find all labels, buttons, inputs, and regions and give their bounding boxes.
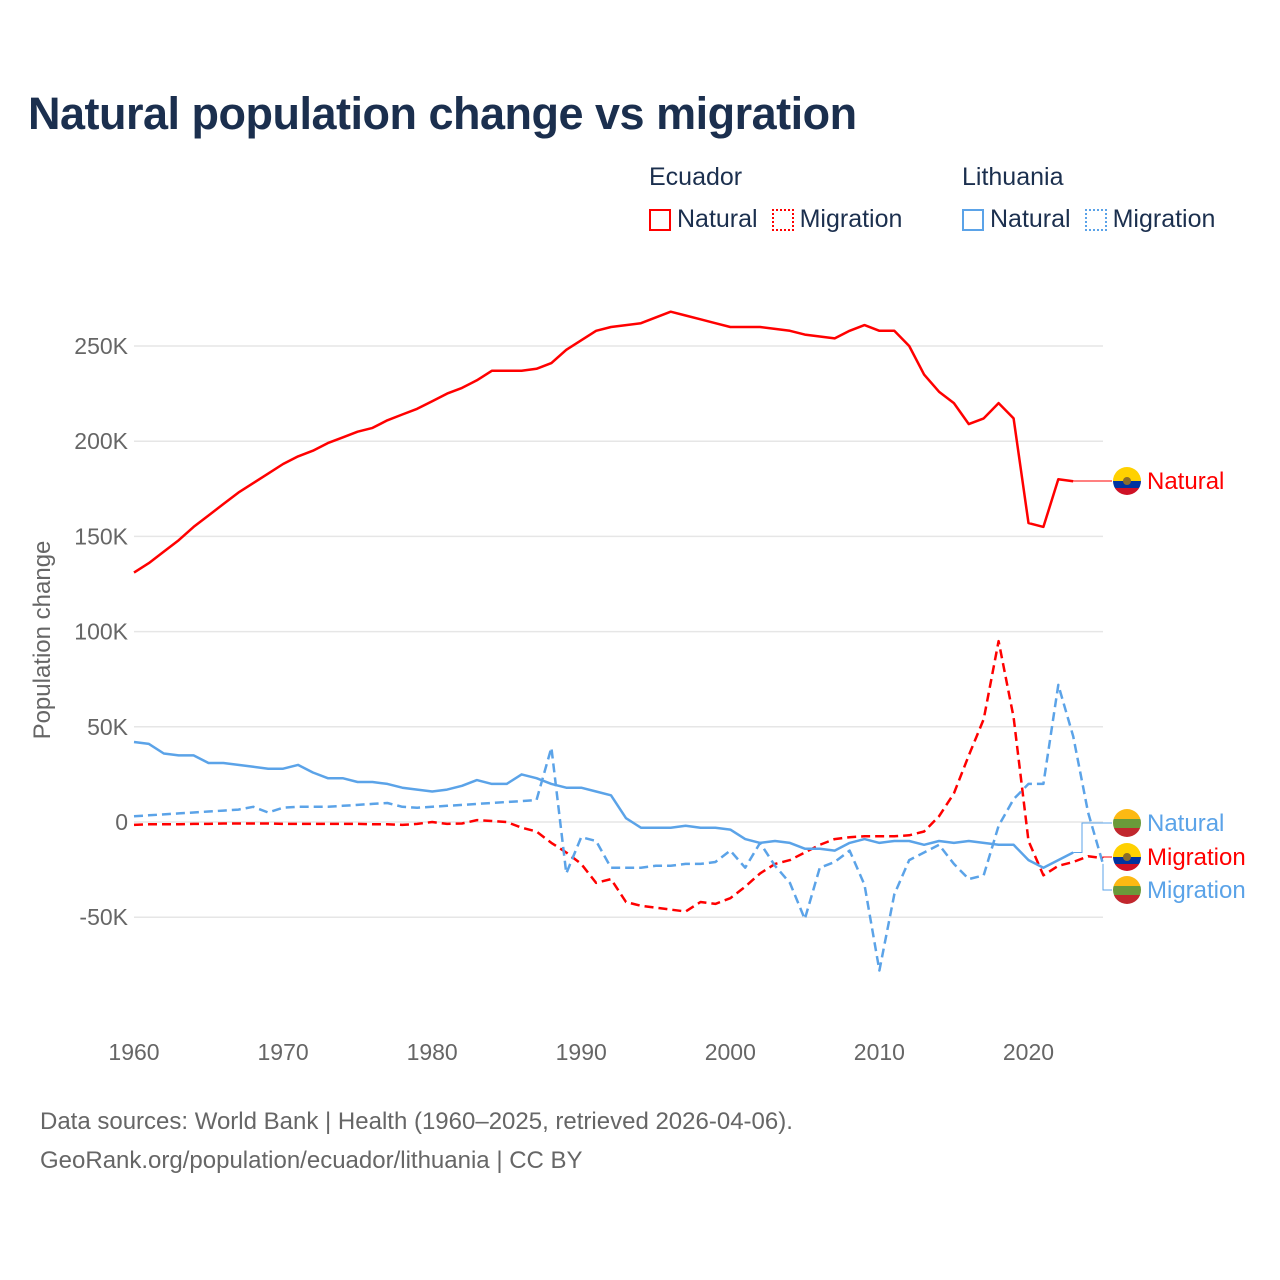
footer-link[interactable]: GeoRank.org/population/ecuador/lithuania… bbox=[40, 1147, 583, 1174]
flag-stripe bbox=[1113, 819, 1141, 828]
series-end-label: Natural bbox=[1147, 468, 1224, 495]
flag-stripe bbox=[1113, 864, 1141, 871]
flag-emblem bbox=[1123, 477, 1131, 485]
y-axis-label: Population change bbox=[29, 541, 56, 740]
legend-ecuador-natural[interactable]: Natural bbox=[649, 205, 758, 234]
legend-lithuania-items: Natural Migration bbox=[962, 205, 1215, 234]
y-tick-label: 200K bbox=[74, 428, 128, 454]
flag-emblem bbox=[1123, 853, 1131, 861]
dotted-swatch-icon bbox=[1084, 208, 1107, 231]
series-line-lithuania-migration bbox=[133, 683, 1105, 972]
leader-line bbox=[1102, 856, 1112, 859]
flag-stripe bbox=[1113, 895, 1141, 904]
flag-stripe bbox=[1113, 828, 1141, 837]
x-tick-label: 2000 bbox=[705, 1039, 756, 1065]
x-tick-label: 1990 bbox=[556, 1039, 607, 1065]
ecuador-flag-icon bbox=[1113, 843, 1141, 871]
y-tick-label: -50K bbox=[79, 904, 128, 930]
y-tick-label: 150K bbox=[74, 523, 128, 549]
leader-line bbox=[1073, 822, 1112, 853]
lithuania-flag-icon bbox=[1113, 876, 1141, 904]
legend-label: Natural bbox=[677, 205, 758, 233]
legend-group-ecuador: Ecuador bbox=[649, 163, 743, 191]
chart-title: Natural population change vs migration bbox=[28, 88, 857, 139]
flag-stripe bbox=[1113, 809, 1141, 819]
leader-line bbox=[1102, 863, 1112, 891]
flag-stripe bbox=[1113, 467, 1141, 481]
y-tick-label: 50K bbox=[87, 714, 129, 740]
series-line-ecuador-migration bbox=[133, 639, 1104, 913]
legend-label: Natural bbox=[990, 205, 1071, 233]
flag-stripe bbox=[1113, 488, 1141, 495]
x-tick-label: 2010 bbox=[854, 1039, 905, 1065]
series-line-ecuador-natural bbox=[133, 310, 1074, 574]
solid-swatch-icon bbox=[962, 208, 984, 231]
series-end-label: Natural bbox=[1147, 810, 1224, 837]
flag-stripe bbox=[1113, 843, 1141, 857]
y-tick-label: 100K bbox=[74, 619, 128, 645]
solid-swatch-icon bbox=[649, 208, 671, 231]
legend-lithuania-natural[interactable]: Natural bbox=[962, 205, 1071, 234]
y-tick-label: 0 bbox=[115, 809, 128, 835]
legend-label: Migration bbox=[799, 205, 903, 233]
x-tick-label: 1960 bbox=[108, 1039, 159, 1065]
legend-ecuador-items: Natural Migration bbox=[649, 205, 902, 234]
series-end-label: Migration bbox=[1147, 844, 1246, 871]
ecuador-flag-icon bbox=[1113, 467, 1141, 495]
series-end-label: Migration bbox=[1147, 877, 1246, 904]
legend-group-lithuania: Lithuania bbox=[962, 163, 1064, 191]
x-tick-label: 1970 bbox=[257, 1039, 308, 1065]
legend-ecuador-migration[interactable]: Migration bbox=[771, 205, 903, 234]
dotted-swatch-icon bbox=[771, 208, 794, 231]
x-tick-label: 2020 bbox=[1003, 1039, 1054, 1065]
flag-stripe bbox=[1113, 886, 1141, 895]
legend-label: Migration bbox=[1112, 205, 1216, 233]
flag-stripe bbox=[1113, 876, 1141, 886]
y-tick-label: 250K bbox=[74, 333, 128, 359]
legend-lithuania-migration[interactable]: Migration bbox=[1084, 205, 1216, 234]
footer-sources: Data sources: World Bank | Health (1960–… bbox=[40, 1108, 793, 1135]
lithuania-flag-icon bbox=[1113, 809, 1141, 837]
series-line-lithuania-natural bbox=[133, 740, 1074, 869]
x-tick-label: 1980 bbox=[407, 1039, 458, 1065]
